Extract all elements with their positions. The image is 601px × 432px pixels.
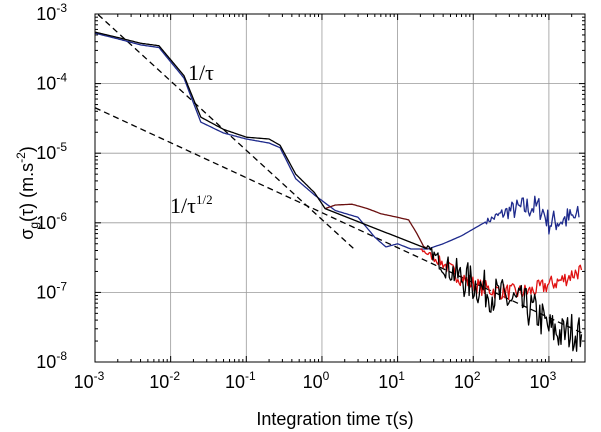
y-tick-label: 10-3 — [36, 1, 67, 24]
x-tick-label: 102 — [454, 369, 481, 392]
y-tick-label: 10-6 — [36, 210, 67, 233]
ticks: 10-3 10-2 10-1 100 101 102 103 10-8 10-7 10-6 10-5… — [36, 1, 586, 392]
series-line-3 — [324, 203, 429, 250]
series-line-2 — [420, 248, 583, 301]
y-tick-label: 10-8 — [36, 349, 67, 372]
series-line-4 — [95, 31, 583, 352]
x-tick-label: 10-2 — [149, 369, 180, 392]
series-line-1 — [95, 32, 580, 250]
x-tick-label: 10-1 — [225, 369, 256, 392]
reference-lines — [95, 14, 585, 335]
x-tick-label: 103 — [530, 369, 557, 392]
reference-line-1 — [97, 14, 354, 249]
x-tick-label: 100 — [303, 369, 330, 392]
x-tick-label: 101 — [378, 369, 405, 392]
x-tick-label: 10-3 — [74, 369, 105, 392]
data-series — [95, 31, 583, 352]
annotation-inverse-tau: 1/τ — [188, 60, 214, 85]
y-tick-label: 10-7 — [36, 279, 67, 302]
y-tick-label: 10-4 — [36, 71, 67, 94]
plot-frame — [94, 13, 586, 363]
plot-area — [95, 14, 585, 362]
x-axis-label: Integration time τ(s) — [256, 409, 413, 429]
annotation-inverse-sqrt-tau: 1/τ1/2 — [170, 192, 213, 218]
y-axis-label: σg(τ) (m.s-2) — [14, 146, 41, 240]
y-tick-label: 10-5 — [36, 140, 67, 163]
